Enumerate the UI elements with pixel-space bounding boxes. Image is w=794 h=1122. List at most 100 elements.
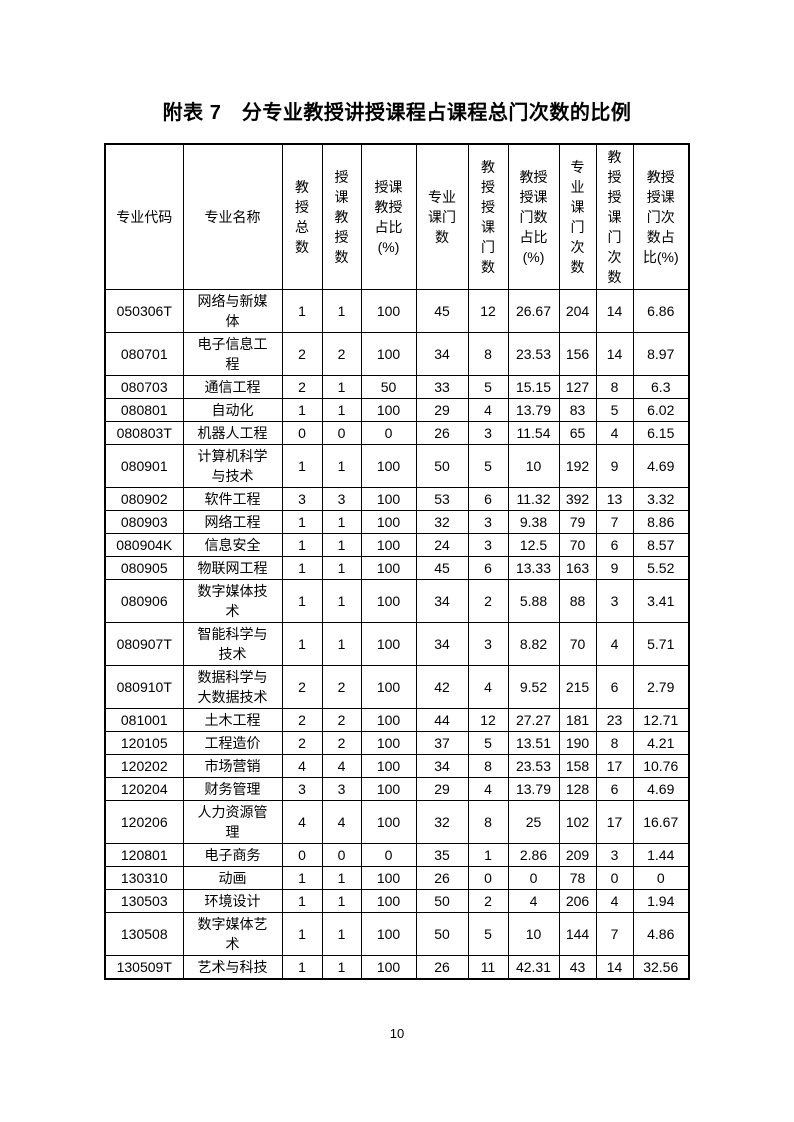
- column-header: 专业 课门 数: [415, 143, 469, 290]
- value-cell: 14: [595, 332, 634, 376]
- value-cell: 4.86: [632, 912, 690, 956]
- table-row: 120801 电子商务 0 0 0 35 1 2.86 209 3 1.44: [104, 843, 690, 867]
- major-name-cell: 数据科学与大数据技术: [182, 665, 283, 709]
- table-row: 130508 数字媒体艺术 1 1 100 50 5 10 144 7 4.86: [104, 912, 690, 956]
- value-cell: 2: [281, 375, 323, 399]
- value-cell: 204: [558, 289, 597, 333]
- value-cell: 3.32: [632, 487, 690, 511]
- value-cell: 13.79: [507, 777, 560, 801]
- value-cell: 2: [281, 708, 323, 732]
- major-name-cell: 物联网工程: [182, 556, 283, 580]
- value-cell: 181: [558, 708, 597, 732]
- value-cell: 17: [595, 754, 634, 778]
- value-cell: 1: [321, 579, 362, 623]
- value-cell: 45: [415, 289, 469, 333]
- major-code-cell: 130508: [104, 912, 184, 956]
- major-name-cell: 信息安全: [182, 533, 283, 557]
- value-cell: 0: [321, 421, 362, 445]
- column-header: 教授 授课 门次 数占 比(%): [632, 143, 690, 290]
- value-cell: 1: [321, 866, 362, 890]
- major-name-cell: 自动化: [182, 398, 283, 422]
- table-row: 120206 人力资源管理 4 4 100 32 8 25 102 17 16.67: [104, 800, 690, 844]
- value-cell: 1: [281, 912, 323, 956]
- value-cell: 14: [595, 289, 634, 333]
- value-cell: 6: [467, 487, 509, 511]
- value-cell: 392: [558, 487, 597, 511]
- value-cell: 6: [595, 665, 634, 709]
- value-cell: 1: [321, 889, 362, 913]
- value-cell: 1: [281, 556, 323, 580]
- major-name-cell: 市场营销: [182, 754, 283, 778]
- value-cell: 10: [507, 912, 560, 956]
- value-cell: 34: [415, 622, 469, 666]
- value-cell: 8.82: [507, 622, 560, 666]
- value-cell: 33: [415, 375, 469, 399]
- value-cell: 44: [415, 708, 469, 732]
- value-cell: 1.94: [632, 889, 690, 913]
- value-cell: 6: [467, 556, 509, 580]
- value-cell: 34: [415, 579, 469, 623]
- value-cell: 29: [415, 398, 469, 422]
- value-cell: 0: [360, 843, 417, 867]
- major-name-cell: 财务管理: [182, 777, 283, 801]
- value-cell: 100: [360, 866, 417, 890]
- value-cell: 127: [558, 375, 597, 399]
- value-cell: 17: [595, 800, 634, 844]
- value-cell: 100: [360, 955, 417, 980]
- value-cell: 4: [507, 889, 560, 913]
- value-cell: 1.44: [632, 843, 690, 867]
- value-cell: 2: [281, 332, 323, 376]
- value-cell: 12: [467, 289, 509, 333]
- major-code-cell: 080904K: [104, 533, 184, 557]
- value-cell: 0: [632, 866, 690, 890]
- value-cell: 8: [467, 332, 509, 376]
- value-cell: 3: [321, 777, 362, 801]
- value-cell: 9.38: [507, 510, 560, 534]
- value-cell: 26: [415, 421, 469, 445]
- major-code-cell: 080703: [104, 375, 184, 399]
- table-row: 080910T 数据科学与大数据技术 2 2 100 42 4 9.52 215 6 2.79: [104, 665, 690, 709]
- value-cell: 6.02: [632, 398, 690, 422]
- value-cell: 1: [321, 398, 362, 422]
- value-cell: 1: [321, 533, 362, 557]
- value-cell: 32: [415, 510, 469, 534]
- value-cell: 78: [558, 866, 597, 890]
- major-name-cell: 电子信息工程: [182, 332, 283, 376]
- table-row: 130503 环境设计 1 1 100 50 2 4 206 4 1.94: [104, 889, 690, 913]
- value-cell: 4: [595, 889, 634, 913]
- value-cell: 1: [321, 289, 362, 333]
- value-cell: 100: [360, 510, 417, 534]
- major-code-cell: 120801: [104, 843, 184, 867]
- value-cell: 1: [321, 622, 362, 666]
- value-cell: 1: [281, 955, 323, 980]
- value-cell: 100: [360, 579, 417, 623]
- value-cell: 79: [558, 510, 597, 534]
- value-cell: 70: [558, 622, 597, 666]
- major-name-cell: 软件工程: [182, 487, 283, 511]
- column-header: 专 业 课 门 次 数: [558, 143, 597, 290]
- value-cell: 0: [321, 843, 362, 867]
- table-row: 080701 电子信息工程 2 2 100 34 8 23.53 156 14 8.97: [104, 332, 690, 376]
- value-cell: 1: [281, 444, 323, 488]
- value-cell: 4: [595, 421, 634, 445]
- major-code-cell: 080903: [104, 510, 184, 534]
- value-cell: 29: [415, 777, 469, 801]
- major-code-cell: 130509T: [104, 955, 184, 980]
- value-cell: 215: [558, 665, 597, 709]
- value-cell: 34: [415, 332, 469, 376]
- value-cell: 100: [360, 289, 417, 333]
- major-code-cell: 120202: [104, 754, 184, 778]
- value-cell: 34: [415, 754, 469, 778]
- table-row: 130310 动画 1 1 100 26 0 0 78 0 0: [104, 866, 690, 890]
- value-cell: 100: [360, 533, 417, 557]
- value-cell: 1: [281, 398, 323, 422]
- value-cell: 24: [415, 533, 469, 557]
- major-code-cell: 080907T: [104, 622, 184, 666]
- value-cell: 190: [558, 731, 597, 755]
- value-cell: 11.54: [507, 421, 560, 445]
- value-cell: 12.5: [507, 533, 560, 557]
- value-cell: 158: [558, 754, 597, 778]
- value-cell: 10: [507, 444, 560, 488]
- value-cell: 2: [321, 665, 362, 709]
